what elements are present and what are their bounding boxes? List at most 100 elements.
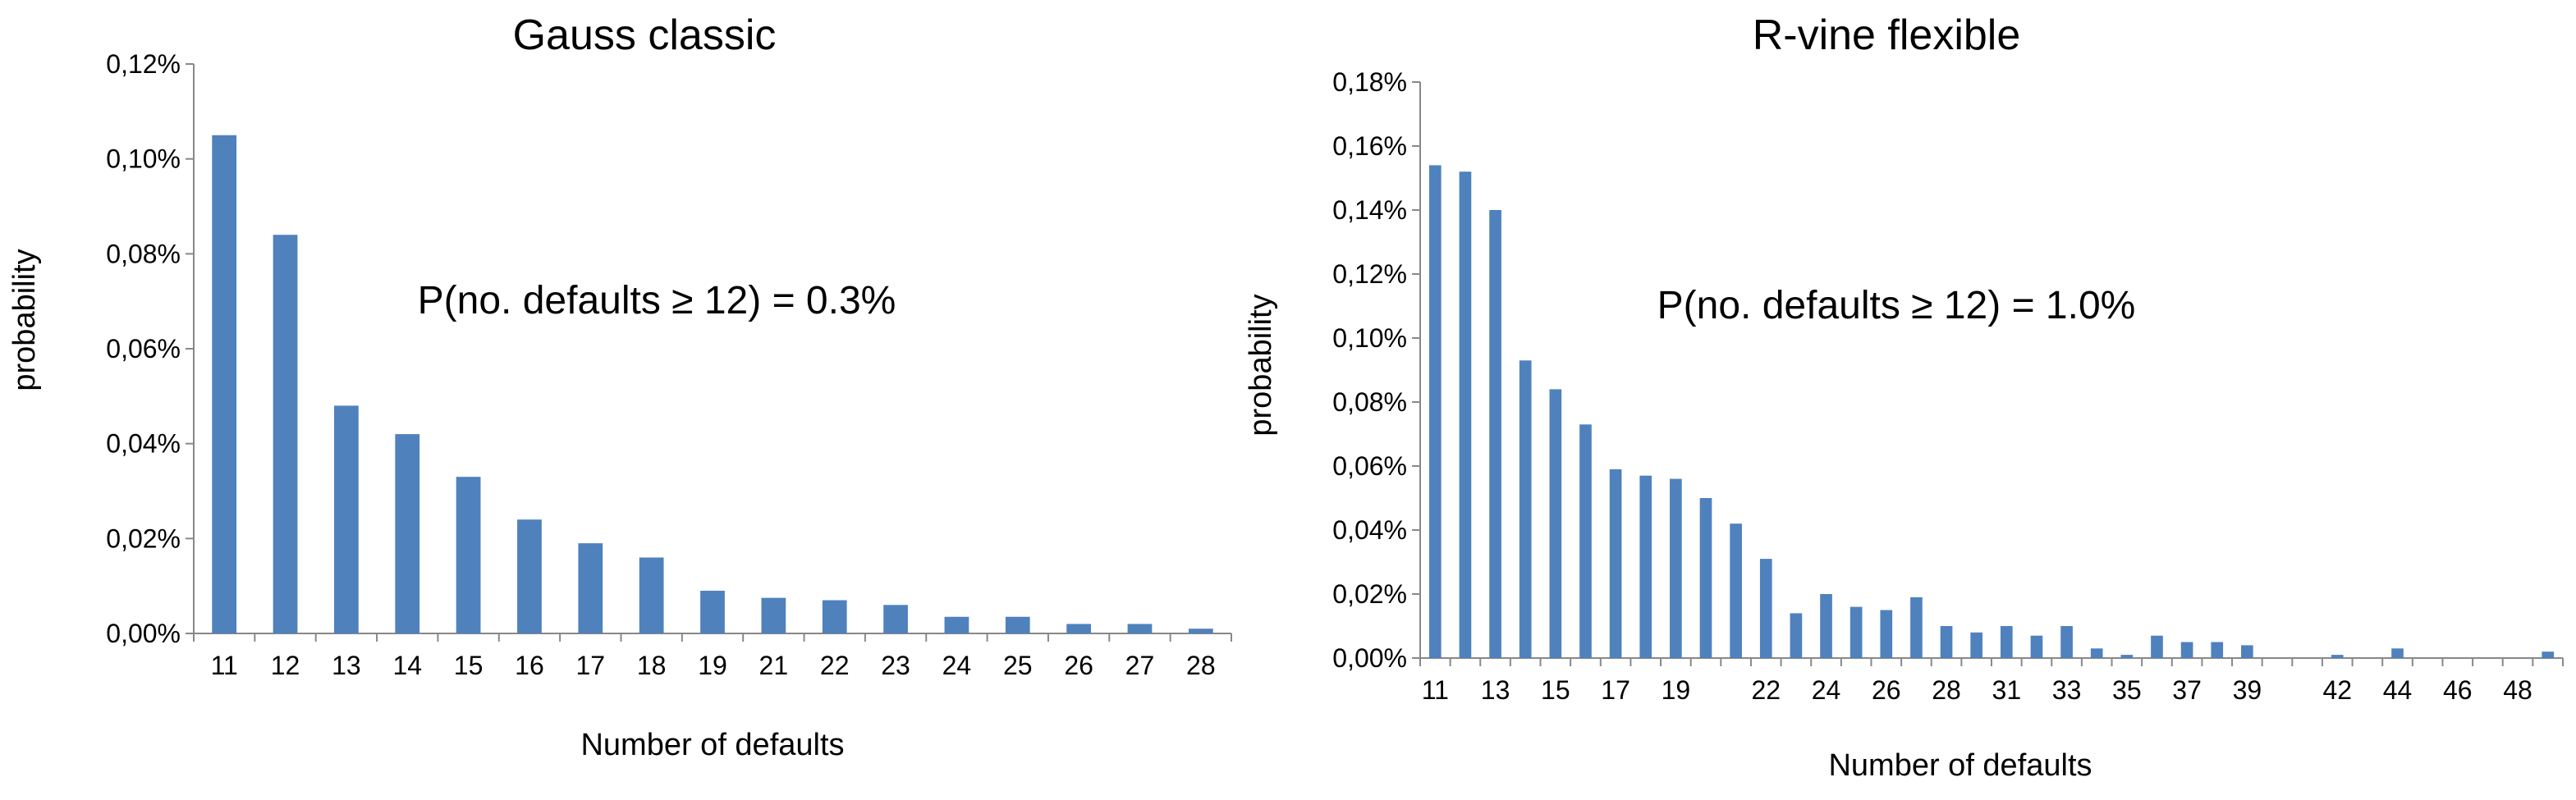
x-tick-label: 19 (1662, 675, 1691, 705)
y-tick-label: 0,08% (1332, 387, 1407, 417)
bar (578, 543, 603, 633)
y-tick-label: 0,00% (1332, 643, 1407, 673)
x-tick-label: 28 (1932, 675, 1961, 705)
bar (761, 597, 786, 633)
y-tick-label: 0,04% (1332, 515, 1407, 545)
bar (1910, 597, 1923, 658)
y-tick-label: 0,02% (1332, 579, 1407, 609)
x-tick-label: 17 (1601, 675, 1630, 705)
bar (883, 605, 908, 633)
y-tick-label: 0,06% (1332, 451, 1407, 481)
y-tick-label: 0,02% (106, 523, 181, 553)
bar (1609, 469, 1622, 658)
bar (1459, 171, 1472, 658)
bar (1066, 624, 1091, 633)
bar (1820, 594, 1832, 658)
bar (1005, 616, 1030, 633)
bar (1639, 475, 1652, 658)
bar (334, 405, 359, 633)
y-tick-label: 0,00% (106, 619, 181, 648)
x-tick-label: 17 (575, 651, 605, 680)
bar (2391, 648, 2404, 658)
bar (1730, 523, 1742, 658)
bar (1759, 559, 1772, 658)
x-tick-label: 46 (2443, 675, 2473, 705)
y-tick-label: 0,10% (1332, 323, 1407, 353)
bar (2090, 648, 2103, 658)
plot-area: 0,00% 0,02% 0,04% 0,06% 0,08% 0,10% 0,12% 11 12 1… (106, 49, 1232, 680)
bar (517, 519, 542, 633)
x-tick-label: 11 (1422, 675, 1449, 705)
plot-area: 0,00% 0,02% 0,04% 0,06% 0,08% 0,10% 0,12% 0,14%… (1332, 67, 2564, 705)
y-tick-label: 0,16% (1332, 131, 1407, 161)
chart-annotation: P(no. defaults ≥ 12) = 1.0% (1657, 284, 2136, 327)
x-tick-label: 13 (332, 651, 361, 680)
x-tick-label: 14 (392, 651, 422, 680)
bar (1127, 624, 1153, 633)
bar (2000, 626, 2013, 658)
y-axis-label: probability (7, 249, 42, 391)
bar (2060, 626, 2073, 658)
bar (2180, 642, 2193, 658)
x-tick-label: 15 (454, 651, 484, 680)
bar (2151, 635, 2163, 658)
x-tick-label: 44 (2383, 675, 2413, 705)
y-tick-label: 0,06% (106, 334, 181, 363)
y-tick-label: 0,12% (1332, 259, 1407, 289)
x-tick-label: 26 (1872, 675, 1901, 705)
bar (1428, 165, 1442, 658)
x-tick-label: 15 (1541, 675, 1570, 705)
bar (1188, 629, 1213, 633)
x-tick-label: 24 (1812, 675, 1841, 705)
bar (212, 135, 237, 633)
chart-title: R-vine flexible (1753, 11, 2021, 59)
bar (639, 557, 664, 633)
bar (2241, 645, 2253, 658)
y-tick-label: 0,04% (106, 429, 181, 459)
bar (1699, 498, 1712, 658)
bar (1880, 610, 1893, 658)
chart-r-vine-flexible: R-vine flexible probability Number of de… (1244, 11, 2564, 783)
bar (1549, 389, 1562, 658)
bar (1940, 626, 1953, 658)
y-tick-label: 0,12% (106, 49, 181, 79)
bar (395, 434, 420, 633)
y-tick-label: 0,10% (106, 144, 181, 174)
y-tick-label: 0,08% (106, 239, 181, 268)
x-tick-label: 39 (2233, 675, 2262, 705)
x-tick-label: 21 (759, 651, 789, 680)
x-axis-label: Number of defaults (1828, 748, 2092, 783)
bar (700, 590, 725, 633)
x-tick-label: 11 (211, 651, 238, 680)
x-tick-label: 12 (271, 651, 300, 680)
bar (2331, 655, 2344, 658)
bar (2211, 642, 2224, 658)
bar (1579, 424, 1592, 658)
bar (1670, 478, 1682, 658)
bar (1489, 210, 1501, 658)
y-tick-label: 0,18% (1332, 67, 1407, 97)
bar (273, 235, 298, 633)
bar (1519, 360, 1532, 658)
bar (822, 600, 847, 633)
bar (944, 616, 969, 633)
x-tick-label: 24 (942, 651, 972, 680)
bar (456, 477, 481, 633)
x-tick-label: 13 (1481, 675, 1510, 705)
bar (1790, 613, 1803, 658)
x-tick-label: 22 (1751, 675, 1781, 705)
chart-title: Gauss classic (513, 11, 777, 59)
x-tick-label: 23 (881, 651, 910, 680)
x-tick-label: 37 (2172, 675, 2202, 705)
x-tick-label: 42 (2322, 675, 2352, 705)
bar (2120, 655, 2134, 658)
chart-annotation: P(no. defaults ≥ 12) = 0.3% (418, 279, 896, 322)
bar (2542, 651, 2555, 658)
x-tick-label: 48 (2503, 675, 2532, 705)
x-tick-label: 22 (820, 651, 850, 680)
x-tick-label: 31 (1992, 675, 2022, 705)
x-tick-label: 19 (698, 651, 727, 680)
x-tick-label: 35 (2112, 675, 2142, 705)
bar (1970, 632, 1983, 658)
